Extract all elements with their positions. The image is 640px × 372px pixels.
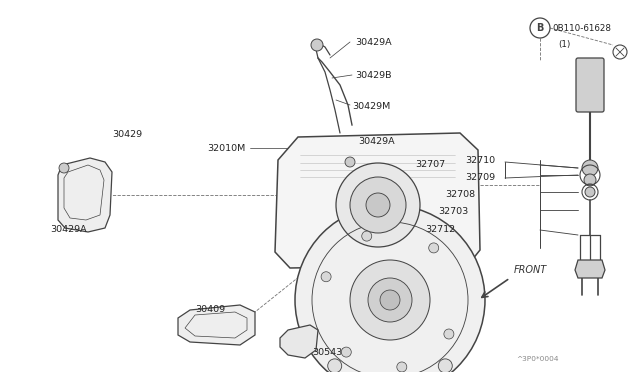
- Circle shape: [350, 260, 430, 340]
- Text: 32702: 32702: [360, 182, 390, 191]
- FancyBboxPatch shape: [576, 58, 604, 112]
- Circle shape: [584, 174, 596, 186]
- Circle shape: [438, 359, 452, 372]
- Polygon shape: [275, 133, 480, 268]
- Circle shape: [429, 243, 438, 253]
- Text: 32712: 32712: [425, 225, 455, 234]
- Text: 30429A: 30429A: [358, 137, 395, 146]
- Text: 32707: 32707: [415, 160, 445, 169]
- Polygon shape: [178, 305, 255, 345]
- Polygon shape: [575, 260, 605, 278]
- Text: 0B110-61628: 0B110-61628: [552, 24, 611, 33]
- Text: 30429A: 30429A: [355, 38, 392, 47]
- Text: FRONT: FRONT: [514, 265, 547, 275]
- Circle shape: [362, 231, 372, 241]
- Text: ^3P0*0004: ^3P0*0004: [516, 356, 559, 362]
- Text: B: B: [536, 23, 544, 33]
- Text: (1): (1): [558, 40, 570, 49]
- Text: 32710: 32710: [465, 156, 495, 165]
- Circle shape: [328, 359, 342, 372]
- Circle shape: [345, 157, 355, 167]
- Text: 32708: 32708: [445, 190, 475, 199]
- Text: 32010M: 32010M: [207, 144, 245, 153]
- Circle shape: [336, 163, 420, 247]
- Circle shape: [295, 205, 485, 372]
- Text: 30429: 30429: [112, 130, 142, 139]
- Circle shape: [366, 193, 390, 217]
- Circle shape: [585, 187, 595, 197]
- Polygon shape: [280, 325, 318, 358]
- Text: 30409: 30409: [195, 305, 225, 314]
- Circle shape: [311, 39, 323, 51]
- Text: 30543Y: 30543Y: [312, 348, 348, 357]
- Circle shape: [582, 160, 598, 176]
- Text: 32709: 32709: [465, 173, 495, 182]
- Circle shape: [444, 329, 454, 339]
- Text: 30429B: 30429B: [355, 71, 392, 80]
- Circle shape: [321, 272, 331, 282]
- Circle shape: [380, 290, 400, 310]
- Polygon shape: [58, 158, 112, 232]
- Circle shape: [59, 163, 69, 173]
- Circle shape: [341, 347, 351, 357]
- Circle shape: [368, 278, 412, 322]
- Circle shape: [350, 177, 406, 233]
- Text: 30429A: 30429A: [50, 225, 86, 234]
- Text: 32703: 32703: [438, 207, 468, 216]
- Circle shape: [397, 362, 407, 372]
- Text: 30429M: 30429M: [352, 102, 390, 111]
